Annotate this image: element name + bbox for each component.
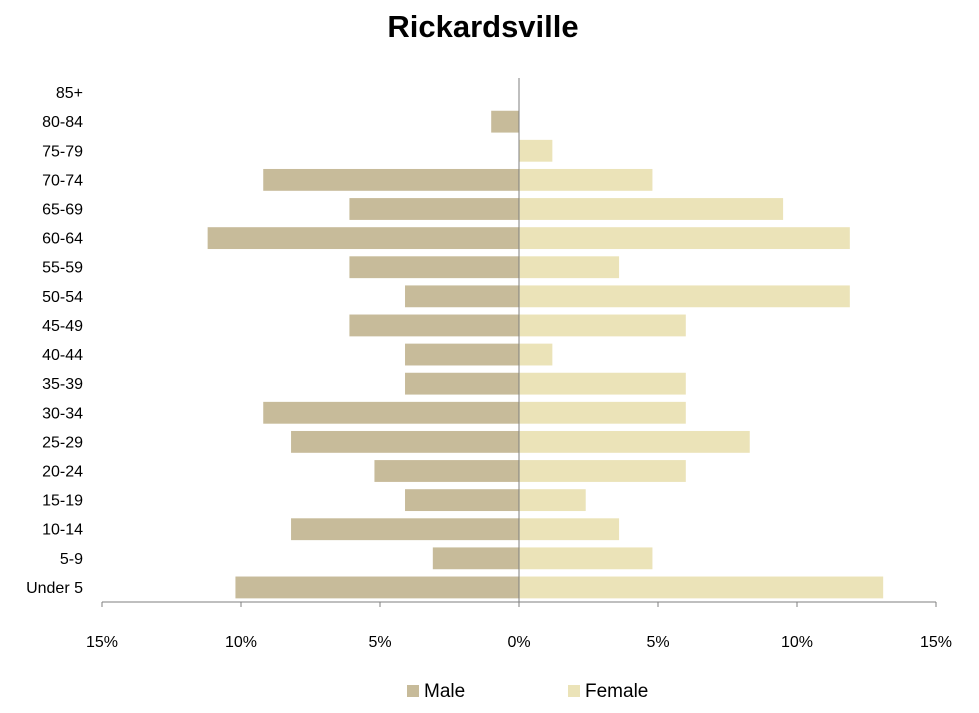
x-tick-label: 5% [368,634,391,651]
y-tick-label: 30-34 [42,405,83,422]
bar-male-25-29 [291,430,519,453]
y-tick-label: 5-9 [60,551,83,568]
bar-male-35-39 [405,372,519,395]
y-tick-label: 80-84 [42,114,83,131]
legend: Male Female [407,681,648,702]
x-tick-label: 10% [225,634,257,651]
y-tick-label: 40-44 [42,347,83,364]
y-tick-label: 45-49 [42,318,83,335]
bar-male-55-59 [349,256,519,279]
bar-female-55-59 [519,256,620,279]
bar-female-65-69 [519,198,784,220]
bar-female-45-49 [519,314,686,337]
x-tick-label: 0% [507,634,530,651]
y-tick-label: 70-74 [42,172,83,189]
legend-swatch-male [407,685,419,697]
chart-title: Rickardsville [387,9,578,44]
bar-male-20-24 [374,460,519,482]
y-tick-label: 15-19 [42,493,83,510]
bar-female-50-54 [519,285,850,308]
legend-label-male: Male [424,681,465,702]
bars-group [207,110,884,599]
bar-female-40-44 [519,343,553,366]
y-tick-label: Under 5 [26,580,83,597]
bar-male-5-9 [432,547,519,570]
bar-female-60-64 [519,227,850,250]
y-tick-labels: Under 5 5-9 10-14 15-19 20-24 25-29 30-34 35-39… [26,85,83,597]
x-tick-label: 5% [646,634,669,651]
y-tick-label: 25-29 [42,434,83,451]
y-tick-label: 20-24 [42,464,83,481]
x-axis: 15% 10% 5% 0% 5% 10% 15% [86,601,952,651]
y-tick-label: 35-39 [42,376,83,393]
bar-female-20-24 [519,460,686,482]
y-tick-label: 75-79 [42,143,83,160]
bar-male-30-34 [263,401,519,424]
bar-female-30-34 [519,401,686,424]
bar-female-35-39 [519,372,686,395]
bar-male-10-14 [291,518,519,541]
bar-female-10-14 [519,518,620,541]
legend-label-female: Female [585,681,648,702]
x-tick-label: 15% [920,634,952,651]
y-tick-label: 60-64 [42,231,83,248]
bar-male-under-5 [235,576,519,599]
y-tick-label: 65-69 [42,202,83,219]
bar-male-60-64 [207,227,519,250]
bar-female-25-29 [519,430,750,453]
bar-male-40-44 [405,343,519,366]
bar-male-50-54 [405,285,519,308]
bar-male-70-74 [263,168,519,191]
bar-female-75-79 [519,139,553,162]
y-tick-label: 10-14 [42,522,83,539]
bar-male-65-69 [349,198,519,220]
bar-female-15-19 [519,489,586,512]
bar-female-5-9 [519,547,653,570]
bar-female-under-5 [519,576,884,599]
x-tick-label: 15% [86,634,118,651]
legend-swatch-female [568,685,580,697]
bar-male-45-49 [349,314,519,337]
y-tick-label: 85+ [56,85,83,102]
x-tick-label: 10% [781,634,813,651]
bar-male-15-19 [405,489,519,512]
y-tick-label: 55-59 [42,260,83,277]
bar-male-80-84 [491,110,519,133]
bar-female-70-74 [519,168,653,191]
y-tick-label: 50-54 [42,289,83,306]
